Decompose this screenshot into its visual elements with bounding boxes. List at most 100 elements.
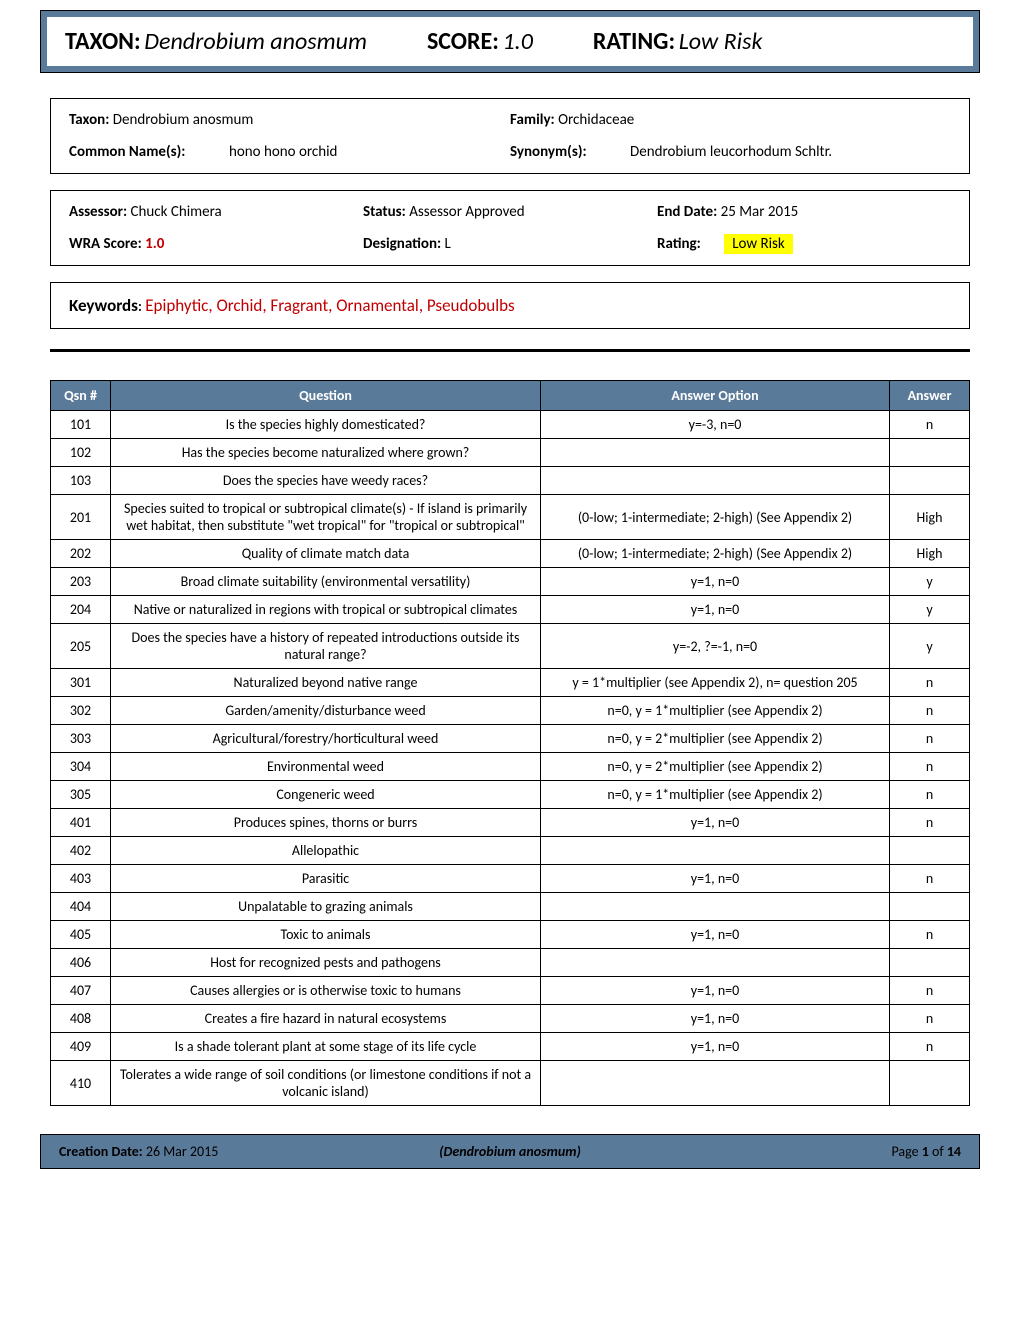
taxon-label: Taxon:	[69, 111, 109, 129]
table-row: 305Congeneric weedn=0, y = 1*multiplier …	[51, 781, 970, 809]
cell-option: (0-low; 1-intermediate; 2-high) (See App…	[541, 540, 890, 568]
wra-value: 1.0	[145, 235, 164, 253]
status-label: Status:	[363, 203, 406, 221]
footer-creation-label: Creation Date:	[59, 1143, 143, 1160]
assessor-value: Chuck Chimera	[131, 203, 222, 221]
cell-answer	[890, 467, 970, 495]
cell-answer	[890, 439, 970, 467]
header-rating-value: Low Risk	[679, 27, 763, 56]
synonym-value: Dendrobium leucorhodum Schltr.	[630, 143, 832, 161]
table-row: 205Does the species have a history of re…	[51, 624, 970, 669]
family-label: Family:	[510, 111, 555, 129]
th-option: Answer Option	[541, 381, 890, 411]
footer-page-total: 14	[947, 1143, 961, 1160]
cell-qsn: 101	[51, 411, 111, 439]
cell-option: y=1, n=0	[541, 977, 890, 1005]
cell-option: n=0, y = 2*multiplier (see Appendix 2)	[541, 753, 890, 781]
table-row: 410Tolerates a wide range of soil condit…	[51, 1061, 970, 1106]
cell-answer: n	[890, 411, 970, 439]
synonym-label: Synonym(s):	[510, 143, 630, 161]
cell-option: y=1, n=0	[541, 1033, 890, 1061]
status-value: Assessor Approved	[409, 203, 524, 221]
header-rating-label: RATING:	[593, 27, 675, 56]
cell-qsn: 102	[51, 439, 111, 467]
footer-creation-value: 26 Mar 2015	[146, 1143, 218, 1160]
cell-answer: y	[890, 568, 970, 596]
cell-qsn: 303	[51, 725, 111, 753]
footer-taxon: (Dendrobium anosmum)	[360, 1143, 661, 1160]
cell-option: y=-2, ?=-1, n=0	[541, 624, 890, 669]
cell-option	[541, 949, 890, 977]
table-row: 202Quality of climate match data(0-low; …	[51, 540, 970, 568]
header-score-value: 1.0	[503, 27, 533, 56]
common-value: hono hono orchid	[229, 143, 337, 161]
footer-bar: Creation Date: 26 Mar 2015 (Dendrobium a…	[40, 1134, 980, 1169]
header-taxon-label: TAXON:	[65, 27, 141, 56]
cell-qsn: 405	[51, 921, 111, 949]
cell-answer: n	[890, 1033, 970, 1061]
enddate-label: End Date:	[657, 203, 717, 221]
keywords-value: Epiphytic, Orchid, Fragrant, Ornamental,…	[145, 295, 514, 316]
cell-answer: n	[890, 1005, 970, 1033]
cell-question: Has the species become naturalized where…	[111, 439, 541, 467]
table-row: 404Unpalatable to grazing animals	[51, 893, 970, 921]
header-score-label: SCORE:	[427, 27, 499, 56]
cell-qsn: 302	[51, 697, 111, 725]
cell-option: y = 1*multiplier (see Appendix 2), n= qu…	[541, 669, 890, 697]
th-answer: Answer	[890, 381, 970, 411]
cell-question: Unpalatable to grazing animals	[111, 893, 541, 921]
cell-qsn: 403	[51, 865, 111, 893]
cell-answer: n	[890, 669, 970, 697]
keywords-label: Keywords:	[69, 295, 142, 316]
cell-question: Parasitic	[111, 865, 541, 893]
cell-question: Congeneric weed	[111, 781, 541, 809]
cell-question: Toxic to animals	[111, 921, 541, 949]
cell-option: n=0, y = 1*multiplier (see Appendix 2)	[541, 781, 890, 809]
cell-option: y=1, n=0	[541, 809, 890, 837]
cell-qsn: 204	[51, 596, 111, 624]
cell-question: Is the species highly domesticated?	[111, 411, 541, 439]
cell-option: y=-3, n=0	[541, 411, 890, 439]
table-row: 304Environmental weedn=0, y = 2*multipli…	[51, 753, 970, 781]
cell-question: Does the species have weedy races?	[111, 467, 541, 495]
cell-question: Naturalized beyond native range	[111, 669, 541, 697]
table-header-row: Qsn # Question Answer Option Answer	[51, 381, 970, 411]
family-value: Orchidaceae	[558, 111, 634, 129]
cell-answer: n	[890, 753, 970, 781]
cell-question: Agricultural/forestry/horticultural weed	[111, 725, 541, 753]
cell-answer: y	[890, 596, 970, 624]
footer-page-label: Page	[891, 1143, 918, 1160]
cell-question: Does the species have a history of repea…	[111, 624, 541, 669]
cell-question: Tolerates a wide range of soil condition…	[111, 1061, 541, 1106]
header-inner: TAXON: Dendrobium anosmum SCORE: 1.0 RAT…	[47, 17, 973, 66]
cell-question: Native or naturalized in regions with tr…	[111, 596, 541, 624]
keywords-box: Keywords: Epiphytic, Orchid, Fragrant, O…	[50, 282, 970, 329]
cell-answer: n	[890, 977, 970, 1005]
table-row: 302Garden/amenity/disturbance weedn=0, y…	[51, 697, 970, 725]
cell-option	[541, 439, 890, 467]
cell-answer: n	[890, 781, 970, 809]
footer-of-label: of	[932, 1143, 944, 1160]
cell-question: Garden/amenity/disturbance weed	[111, 697, 541, 725]
cell-qsn: 406	[51, 949, 111, 977]
table-row: 201Species suited to tropical or subtrop…	[51, 495, 970, 540]
taxon-info-box: Taxon: Dendrobium anosmum Family: Orchid…	[50, 98, 970, 174]
cell-question: Quality of climate match data	[111, 540, 541, 568]
cell-option: y=1, n=0	[541, 865, 890, 893]
table-row: 103Does the species have weedy races?	[51, 467, 970, 495]
table-row: 406Host for recognized pests and pathoge…	[51, 949, 970, 977]
cell-qsn: 304	[51, 753, 111, 781]
cell-qsn: 305	[51, 781, 111, 809]
assessor-box: Assessor: Chuck Chimera Status: Assessor…	[50, 190, 970, 266]
rating-label: Rating:	[657, 235, 701, 253]
table-row: 303Agricultural/forestry/horticultural w…	[51, 725, 970, 753]
th-question: Question	[111, 381, 541, 411]
cell-answer: High	[890, 540, 970, 568]
cell-question: Creates a fire hazard in natural ecosyst…	[111, 1005, 541, 1033]
cell-answer	[890, 949, 970, 977]
assessor-label: Assessor:	[69, 203, 127, 221]
table-row: 301Naturalized beyond native rangey = 1*…	[51, 669, 970, 697]
cell-question: Is a shade tolerant plant at some stage …	[111, 1033, 541, 1061]
taxon-value: Dendrobium anosmum	[113, 111, 254, 129]
cell-answer: n	[890, 725, 970, 753]
